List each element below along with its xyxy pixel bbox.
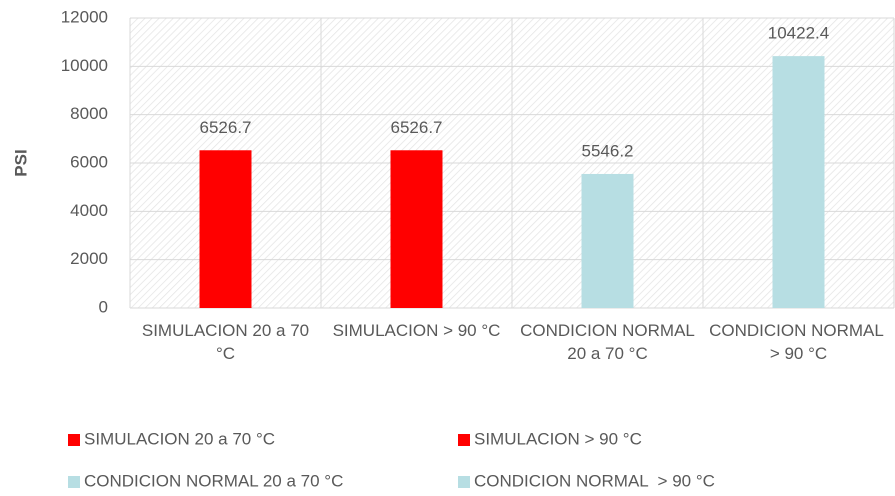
y-tick-label: 6000 [70, 152, 108, 171]
legend-label: SIMULACION 20 a 70 °C [84, 429, 275, 448]
data-label: 5546.2 [582, 141, 634, 160]
label-line: > 90 °C [770, 344, 827, 363]
legend-label: CONDICION NORMAL > 90 °C [474, 471, 715, 490]
y-tick-label: 10000 [61, 56, 108, 75]
label-line: CONDICION NORMAL [709, 321, 888, 340]
y-axis-label: PSI [11, 149, 30, 176]
y-tick-label: 0 [99, 297, 108, 316]
y-tick-label: 4000 [70, 201, 108, 220]
x-tick-label: CONDICION NORMAL > 90 °C [709, 321, 888, 363]
bar [772, 56, 825, 308]
legend-swatch [458, 434, 470, 446]
data-label: 10422.4 [768, 24, 829, 43]
label-line: SIMULACION > 90 °C [333, 321, 501, 340]
legend-swatch [68, 434, 80, 446]
legend-label: CONDICION NORMAL 20 a 70 °C [84, 471, 343, 490]
label-line: 20 a 70 °C [567, 344, 648, 363]
label-line: SIMULACION 20 a 70 [142, 321, 309, 340]
data-label: 6526.7 [200, 118, 252, 137]
label-line: CONDICION NORMAL [520, 321, 695, 340]
x-tick-label: SIMULACION > 90 °C [333, 321, 501, 340]
legend-swatch [458, 476, 470, 488]
y-tick-label: 12000 [61, 7, 108, 26]
x-tick-label: CONDICION NORMAL 20 a 70 °C [520, 321, 695, 363]
legend-label: SIMULACION > 90 °C [474, 429, 642, 448]
data-label: 6526.7 [391, 118, 443, 137]
bar [390, 150, 443, 308]
y-tick-label: 8000 [70, 104, 108, 123]
bar [199, 150, 252, 308]
x-tick-label: SIMULACION 20 a 70 °C [142, 321, 309, 363]
label-line: °C [216, 344, 235, 363]
bar [581, 173, 634, 308]
y-tick-label: 2000 [70, 249, 108, 268]
legend-swatch [68, 476, 80, 488]
